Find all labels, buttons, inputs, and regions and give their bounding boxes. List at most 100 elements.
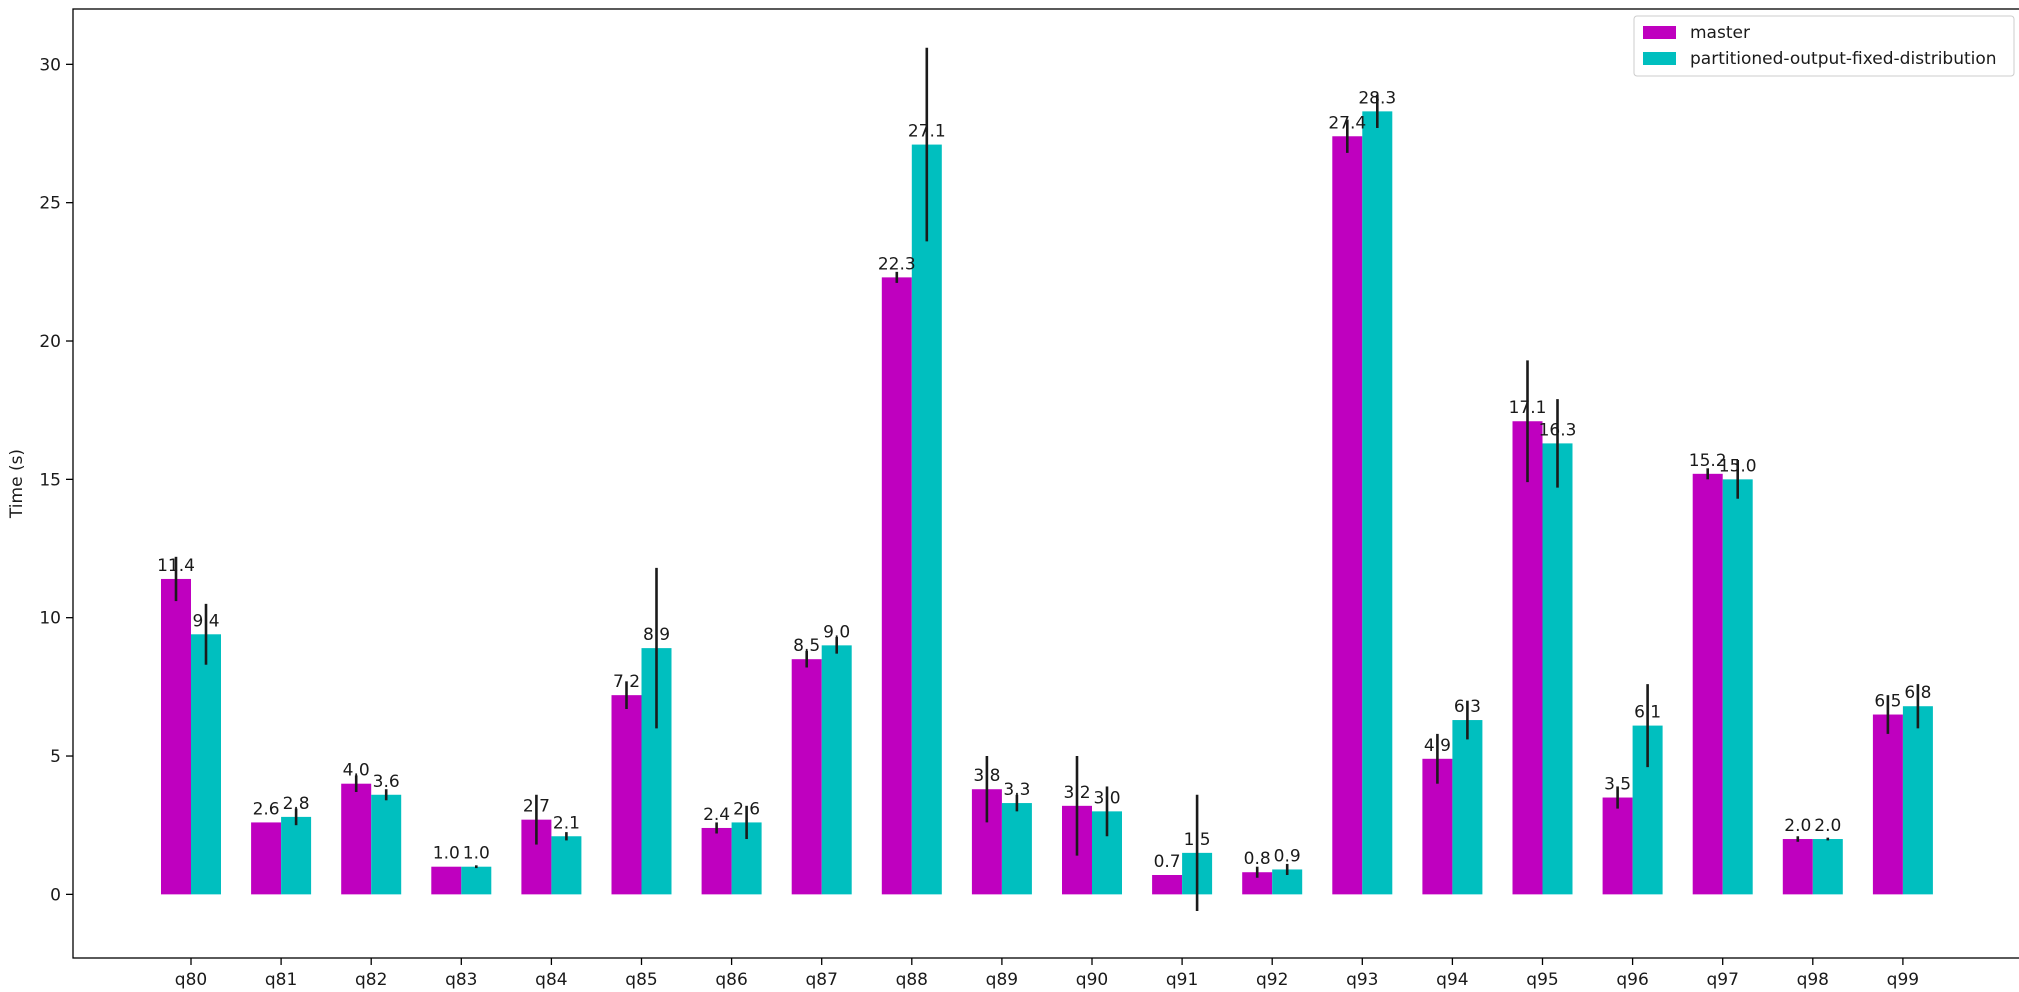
bar-q88-series1 xyxy=(881,277,912,895)
bar-value-label: 28.3 xyxy=(1358,88,1396,108)
bar-value-label: 27.1 xyxy=(908,122,946,142)
bar-value-label: 8.9 xyxy=(643,625,670,645)
legend-box xyxy=(1633,15,2015,77)
y-axis-label: Time (s) xyxy=(7,449,27,519)
x-tick-label: q86 xyxy=(715,970,747,990)
bar-value-label: 6.8 xyxy=(1904,683,1931,703)
x-tick-label: q94 xyxy=(1436,970,1468,990)
bar-q87-series1 xyxy=(791,659,822,895)
bar-value-label: 17.1 xyxy=(1509,398,1547,418)
x-tick-label: q89 xyxy=(986,970,1018,990)
y-tick-label: 25 xyxy=(39,194,61,214)
bar-value-label: 7.2 xyxy=(613,672,640,692)
bar-q94-series2 xyxy=(1452,720,1483,895)
bar-q86-series1 xyxy=(701,827,732,895)
x-tick-label: q97 xyxy=(1706,970,1738,990)
bar-q82-series2 xyxy=(371,794,402,895)
bar-value-label: 3.6 xyxy=(373,772,400,792)
x-tick-label: q91 xyxy=(1166,970,1198,990)
y-tick-label: 30 xyxy=(39,55,61,75)
bar-value-label: 6.5 xyxy=(1874,692,1901,712)
x-tick-label: q82 xyxy=(355,970,387,990)
legend-swatch xyxy=(1643,26,1676,39)
bar-value-label: 9.4 xyxy=(192,611,219,631)
x-tick-label: q96 xyxy=(1616,970,1648,990)
x-tick-label: q95 xyxy=(1526,970,1558,990)
bar-value-label: 0.7 xyxy=(1154,852,1181,872)
x-tick-label: q84 xyxy=(535,970,567,990)
bar-q99-series1 xyxy=(1872,714,1903,895)
bar-value-label: 9.0 xyxy=(823,622,850,642)
x-tick-label: q83 xyxy=(445,970,477,990)
x-axis: q80 q81 q82 q83 q84 q85 q86 q87 q88 q89 q90 q91 q92 q… xyxy=(175,958,1919,990)
x-tick-label: q85 xyxy=(625,970,657,990)
bar-q84-series2 xyxy=(551,836,582,895)
bar-q81-series2 xyxy=(281,816,312,895)
bars-layer xyxy=(161,111,1933,895)
bar-value-label: 2.8 xyxy=(283,794,310,814)
bar-value-label: 3.0 xyxy=(1093,788,1120,808)
bar-q87-series2 xyxy=(821,645,852,895)
bar-value-label: 3.5 xyxy=(1604,775,1631,795)
bar-value-label: 0.9 xyxy=(1274,846,1301,866)
x-tick-label: q80 xyxy=(175,970,207,990)
bar-q85-series1 xyxy=(611,695,642,895)
bar-q95-series2 xyxy=(1542,443,1573,895)
bar-value-label: 4.0 xyxy=(343,761,370,781)
bar-q80-series2 xyxy=(191,634,221,895)
bar-value-label: 3.3 xyxy=(1003,780,1030,800)
y-tick-label: 15 xyxy=(39,470,61,490)
bar-q81-series1 xyxy=(251,822,282,895)
x-tick-label: q90 xyxy=(1076,970,1108,990)
bar-value-label: 2.7 xyxy=(523,797,550,817)
bar-value-label: 1.0 xyxy=(433,844,460,864)
error-bars-layer xyxy=(174,47,1920,911)
bar-q98-series1 xyxy=(1782,839,1813,895)
x-tick-label: q99 xyxy=(1887,970,1919,990)
bar-value-label: 22.3 xyxy=(878,254,916,274)
y-tick-label: 5 xyxy=(50,747,61,767)
bar-value-label: 11.4 xyxy=(157,556,195,576)
bar-q98-series2 xyxy=(1812,839,1843,895)
bar-value-label: 6.1 xyxy=(1634,703,1661,723)
bar-value-label: 15.0 xyxy=(1719,456,1757,476)
plot-area-frame xyxy=(72,8,2019,959)
legend-swatch xyxy=(1643,52,1676,65)
legend-entries: master partitioned-output-fixed-distribut… xyxy=(1643,23,1997,69)
bar-value-label: 2.4 xyxy=(703,805,730,825)
bar-q83-series1 xyxy=(431,866,462,895)
x-tick-label: q81 xyxy=(265,970,297,990)
bar-value-label: 15.2 xyxy=(1689,451,1727,471)
bar-q97-series1 xyxy=(1692,473,1723,895)
bar-labels-layer: 11.4 2.6 4.0 1.0 2.7 7.2 2.4 8.5 22.3 3.8 3.2 0.7 0.… xyxy=(157,88,1931,872)
legend-label: master xyxy=(1690,23,1750,43)
bar-value-label: 27.4 xyxy=(1328,113,1366,133)
bar-q88-series2 xyxy=(911,144,942,895)
bar-value-label: 1.0 xyxy=(463,844,490,864)
bar-q80-series1 xyxy=(161,578,191,895)
bar-value-label: 4.9 xyxy=(1424,736,1451,756)
y-tick-label: 20 xyxy=(39,332,61,352)
bar-q83-series2 xyxy=(461,866,492,895)
bar-value-label: 1.5 xyxy=(1184,830,1211,850)
x-tick-label: q87 xyxy=(805,970,837,990)
bar-q93-series1 xyxy=(1332,136,1363,895)
bar-q92-series1 xyxy=(1242,872,1273,895)
x-tick-label: q98 xyxy=(1797,970,1829,990)
bar-q96-series1 xyxy=(1602,797,1633,895)
legend: master partitioned-output-fixed-distribut… xyxy=(1633,15,2015,77)
bar-q93-series2 xyxy=(1362,111,1393,895)
bar-value-label: 2.0 xyxy=(1784,816,1811,836)
bar-value-label: 2.6 xyxy=(253,799,280,819)
bar-value-label: 2.0 xyxy=(1814,816,1841,836)
y-tick-label: 0 xyxy=(50,885,61,905)
bar-q91-series1 xyxy=(1152,874,1183,895)
y-tick-label: 10 xyxy=(39,609,61,629)
bar-q99-series2 xyxy=(1902,706,1933,895)
bar-q97-series2 xyxy=(1722,479,1753,895)
bar-value-label: 2.1 xyxy=(553,813,580,833)
bar-value-label: 2.6 xyxy=(733,799,760,819)
bar-value-label: 6.3 xyxy=(1454,697,1481,717)
y-axis: 0 5 10 15 20 25 30 xyxy=(39,55,73,905)
